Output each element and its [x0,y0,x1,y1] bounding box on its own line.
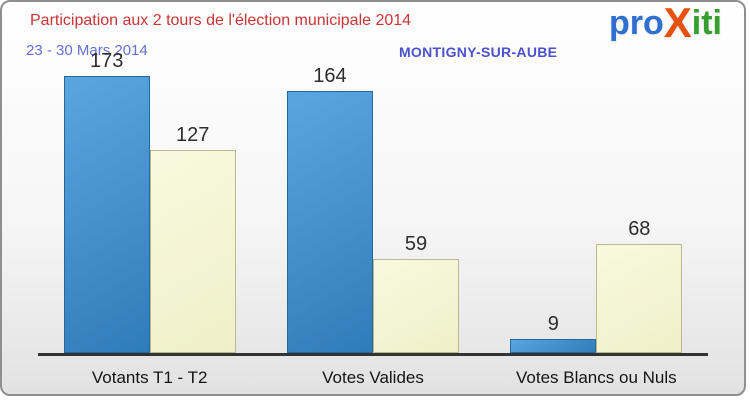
bar-t2 [149,149,236,353]
bar-with-label: 9 [510,312,597,353]
bar-with-label: 164 [286,64,373,353]
bar-chart: 173 127 164 59 9 68 [38,50,708,356]
category-label: Votants T1 - T2 [91,368,208,387]
bar-value-label: 68 [628,218,651,241]
bar-group: 9 68 [485,218,708,353]
logo-pro: pro [608,4,664,42]
bar-group: 164 59 [261,65,484,353]
bar-t1 [63,76,150,353]
bar-with-label: 127 [149,123,236,353]
bar-t1 [510,338,597,353]
bar-with-label: 173 [63,50,150,353]
category-labels: Votants T1 - T2 Votes Valides Votes Blancs… [38,368,708,388]
proxiti-logo: proXiti [608,2,722,44]
category-label: Votes Valides [322,368,424,387]
bar-groups: 173 127 164 59 9 68 [38,50,708,353]
logo-x: X [663,0,692,46]
category-label: Votes Blancs ou Nuls [515,368,677,387]
bar-value-label: 173 [89,50,124,73]
chart-title: Participation aux 2 tours de l'élection … [30,12,412,29]
location-label: MONTIGNY-SUR-AUBE [398,44,558,60]
bar-value-label: 164 [313,64,347,87]
date-range-label: 23 - 30 Mars 2014 [26,42,148,59]
bar-value-label: 59 [404,232,428,255]
bar-with-label: 59 [372,232,459,353]
bar-with-label: 68 [596,218,683,353]
bar-t2 [372,258,459,353]
bar-t1 [286,90,373,353]
logo-iti: iti [691,4,722,42]
bar-t2 [596,244,683,353]
bar-value-label: 127 [175,123,210,146]
bar-value-label: 9 [547,312,559,335]
bar-group: 173 127 [38,50,261,353]
